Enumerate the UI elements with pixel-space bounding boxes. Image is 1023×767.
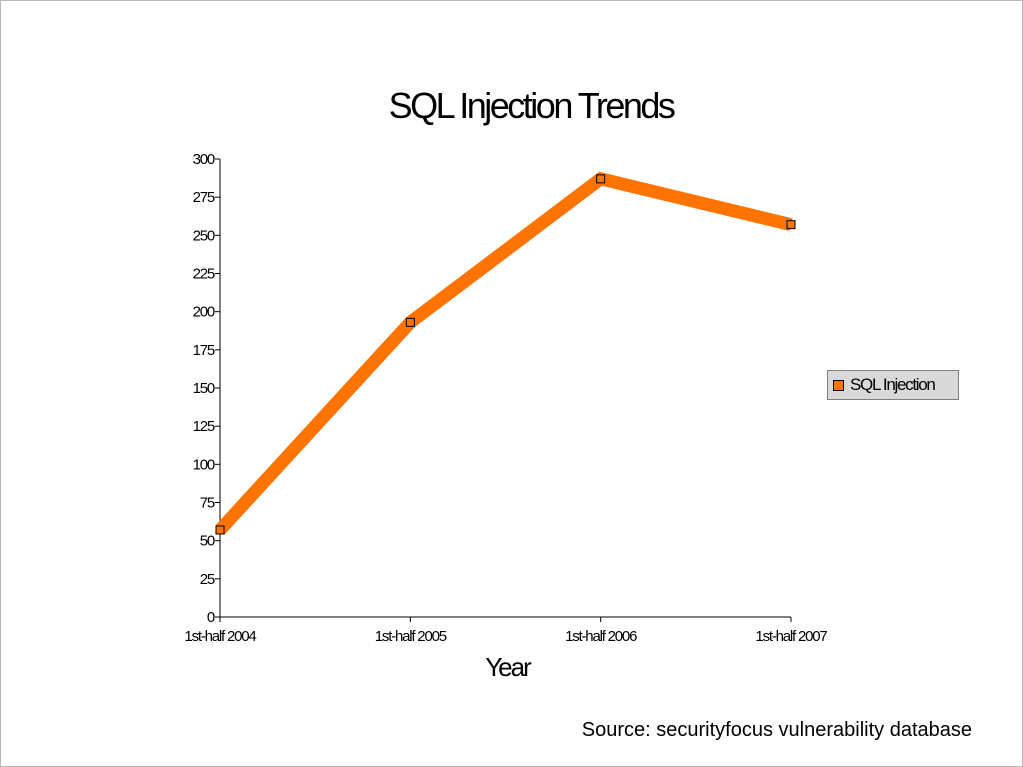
x-tick-label: 1st-half 2004 <box>184 628 256 645</box>
y-tick-label: 150 <box>193 380 215 397</box>
data-point-marker <box>405 317 415 327</box>
y-tick-label: 100 <box>193 456 215 473</box>
y-tick-label: 125 <box>193 418 215 435</box>
y-tick-label: 50 <box>200 533 215 550</box>
legend-swatch <box>833 379 844 391</box>
y-tick-label: 225 <box>193 266 215 283</box>
y-tick-label: 275 <box>193 189 215 206</box>
y-tick-label: 175 <box>193 342 215 359</box>
series-line <box>215 171 793 535</box>
y-tick-label: 25 <box>200 571 215 588</box>
x-tick-label: 1st-half 2007 <box>755 628 827 645</box>
data-point-marker <box>215 525 225 535</box>
data-point-marker <box>786 220 796 230</box>
y-tick-label: 250 <box>193 227 215 244</box>
y-tick-label: 0 <box>207 609 215 626</box>
data-point-marker <box>596 174 606 184</box>
y-tick-label: 300 <box>193 151 215 168</box>
source-note: Source: securityfocus vulnerability data… <box>581 719 972 741</box>
y-tick-label: 200 <box>193 304 215 321</box>
x-axis-title: Year <box>485 652 532 682</box>
x-tick-label: 1st-half 2005 <box>375 628 447 645</box>
chart-legend: SQL Injection <box>827 370 959 400</box>
y-tick-label: 75 <box>200 495 215 512</box>
legend-label: SQL Injection <box>850 375 936 394</box>
x-tick-label: 1st-half 2006 <box>565 628 637 645</box>
chart-title: SQL Injection Trends <box>388 85 676 126</box>
